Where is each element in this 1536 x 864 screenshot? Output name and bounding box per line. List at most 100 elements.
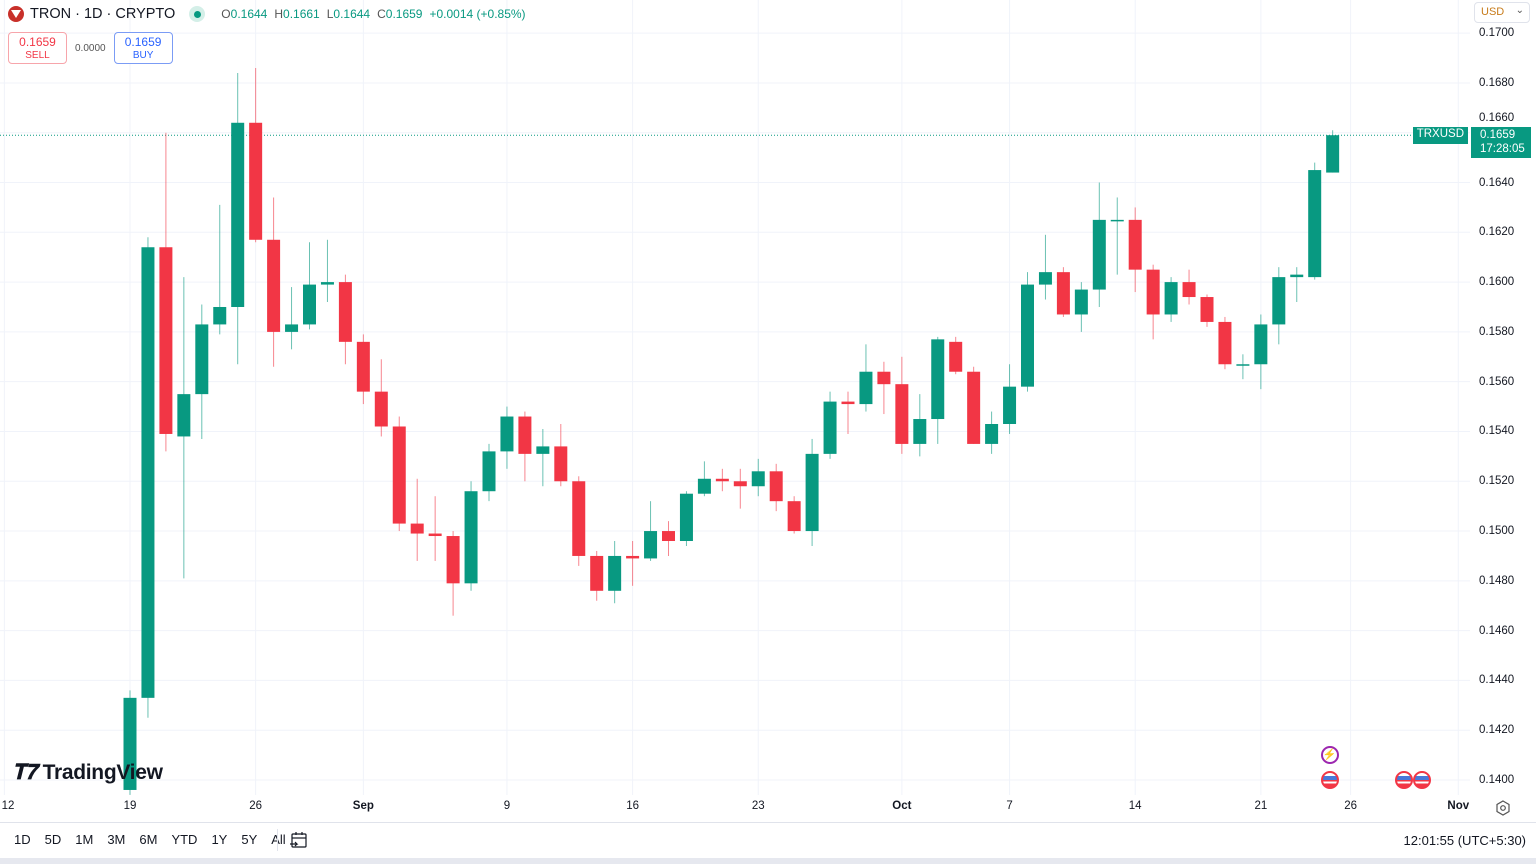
us-flag-event-icon[interactable] [1395,771,1414,789]
us-flag-event-icon[interactable] [1413,771,1432,789]
candle-body-down [1128,219,1142,270]
candle-body-down [392,426,406,524]
candle-body-up [644,531,658,559]
candle-body-up [1254,324,1268,365]
price-tick-label: 0.1480 [1479,574,1515,587]
range-button-6m[interactable]: 6M [139,832,158,847]
price-tick-label: 0.1540 [1479,425,1515,438]
candle-body-up [1038,272,1052,285]
candle-body-down [949,341,963,372]
us-flag-event-icon[interactable] [1320,771,1339,789]
currency-value: USD [1481,6,1505,18]
candle-body-up [303,284,316,325]
candle-body-up [231,122,245,307]
candle-body-up [1326,135,1340,173]
candle-body-up [285,324,299,332]
price-tick-label: 0.1500 [1479,525,1515,538]
candle-body-up [1074,289,1088,315]
price-tick-label: 0.1620 [1479,226,1515,239]
candle-body-up [320,282,334,285]
price-tick-label: 0.1660 [1479,112,1515,124]
range-button-1m[interactable]: 1M [75,832,94,847]
candle-body-down [841,401,855,405]
candle-body-up [1290,274,1304,278]
range-button-1y[interactable]: 1Y [211,832,228,847]
candle-body-up [1003,386,1017,425]
spread-value: 0.0000 [75,42,106,54]
candle-body-down [249,122,263,240]
range-button-5y[interactable]: 5Y [241,832,258,847]
candle-body-down [787,501,801,532]
time-tick-label: 12 [1,800,15,812]
candle-body-down [1182,282,1196,298]
candle-body-up [482,451,496,492]
open-label: O [221,7,231,21]
candle-body-up [805,453,819,532]
sell-button[interactable]: 0.1659 SELL [8,32,67,64]
candle-body-down [159,247,173,434]
candle-body-down [715,478,729,482]
price-tick-label: 0.1640 [1479,176,1515,189]
range-button-all[interactable]: All [271,832,286,847]
time-tick-label: Sep [352,800,374,812]
buy-button[interactable]: 0.1659 BUY [113,32,173,64]
currency-select[interactable]: USD ⌄ [1474,2,1530,23]
candle-body-up [500,416,514,452]
axis-settings-icon[interactable] [1495,800,1511,816]
price-tick-label: 0.1520 [1479,475,1515,488]
candle-body-down [895,384,909,444]
price-tick-label: 0.1680 [1479,76,1515,89]
candle-body-down [446,536,460,584]
symbol-title[interactable]: TRON · 1D · CRYPTO [30,6,176,22]
time-tick-label: 14 [1128,800,1142,812]
close-label: C [377,7,386,21]
candle-body-up [823,401,837,454]
candle-body-down [662,531,675,542]
price-tick-label: 0.1580 [1479,325,1515,338]
candle-body-up [1236,364,1250,366]
candle-body-down [356,341,370,392]
market-status-icon[interactable] [189,6,206,22]
buy-price: 0.1659 [124,35,162,49]
buy-label: BUY [132,50,154,61]
candle-body-up [195,324,209,395]
chevron-down-icon: ⌄ [1515,5,1524,16]
candlestick-chart[interactable] [0,0,1536,822]
go-to-date-icon[interactable] [289,830,309,850]
time-tick-label: 7 [1006,800,1013,812]
tron-logo-icon [8,6,24,22]
candle-body-up [1021,284,1034,387]
candle-body-down [769,471,783,502]
range-button-5d[interactable]: 5D [44,832,62,847]
bottom-strip [0,858,1536,864]
candle-body-down [374,391,388,427]
candle-body-down [428,533,442,537]
clock-timezone[interactable]: 12:01:55 (UTC+5:30) [1403,833,1526,848]
lightning-event-icon[interactable]: ⚡ [1320,746,1339,764]
time-tick-label: 9 [503,800,511,812]
candle-body-up [859,371,873,405]
candle-body-up [464,491,478,584]
candle-body-up [913,419,927,444]
candle-body-down [554,446,568,482]
sell-label: SELL [25,50,50,61]
last-price: 0.1659 [1480,129,1516,141]
range-button-1d[interactable]: 1D [14,832,31,847]
candle-body-up [751,471,765,487]
time-tick-label: 21 [1254,800,1268,812]
candle-body-down [572,481,586,556]
candle-body-down [877,371,891,385]
tradingview-logo[interactable]: 𝐓𝟕 TradingView [12,761,163,785]
time-tick-label: 19 [123,800,137,812]
ohlc-values: O0.1644 H0.1661 L0.1644 C0.1659 +0.0014 … [221,7,525,21]
candle-body-up [141,247,155,698]
price-tick-label: 0.1600 [1479,276,1515,289]
close-value: 0.1659 [385,7,423,21]
range-button-ytd[interactable]: YTD [171,832,198,847]
candle-body-up [1164,282,1178,315]
candle-body-down [518,416,532,454]
range-button-3m[interactable]: 3M [107,832,126,847]
candle-body-down [733,481,747,487]
candle-body-up [1272,277,1286,325]
time-tick-label: 26 [1344,800,1357,812]
